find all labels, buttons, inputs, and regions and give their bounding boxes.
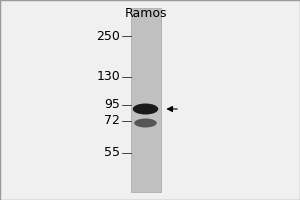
Bar [130, 8, 160, 192]
Text: Ramos: Ramos [124, 7, 167, 20]
Text: 130: 130 [96, 71, 120, 84]
Text: 55: 55 [104, 146, 120, 160]
Ellipse shape [134, 118, 157, 128]
Ellipse shape [133, 104, 158, 114]
Text: 95: 95 [104, 98, 120, 112]
Text: 250: 250 [96, 29, 120, 43]
Text: 72: 72 [104, 114, 120, 128]
